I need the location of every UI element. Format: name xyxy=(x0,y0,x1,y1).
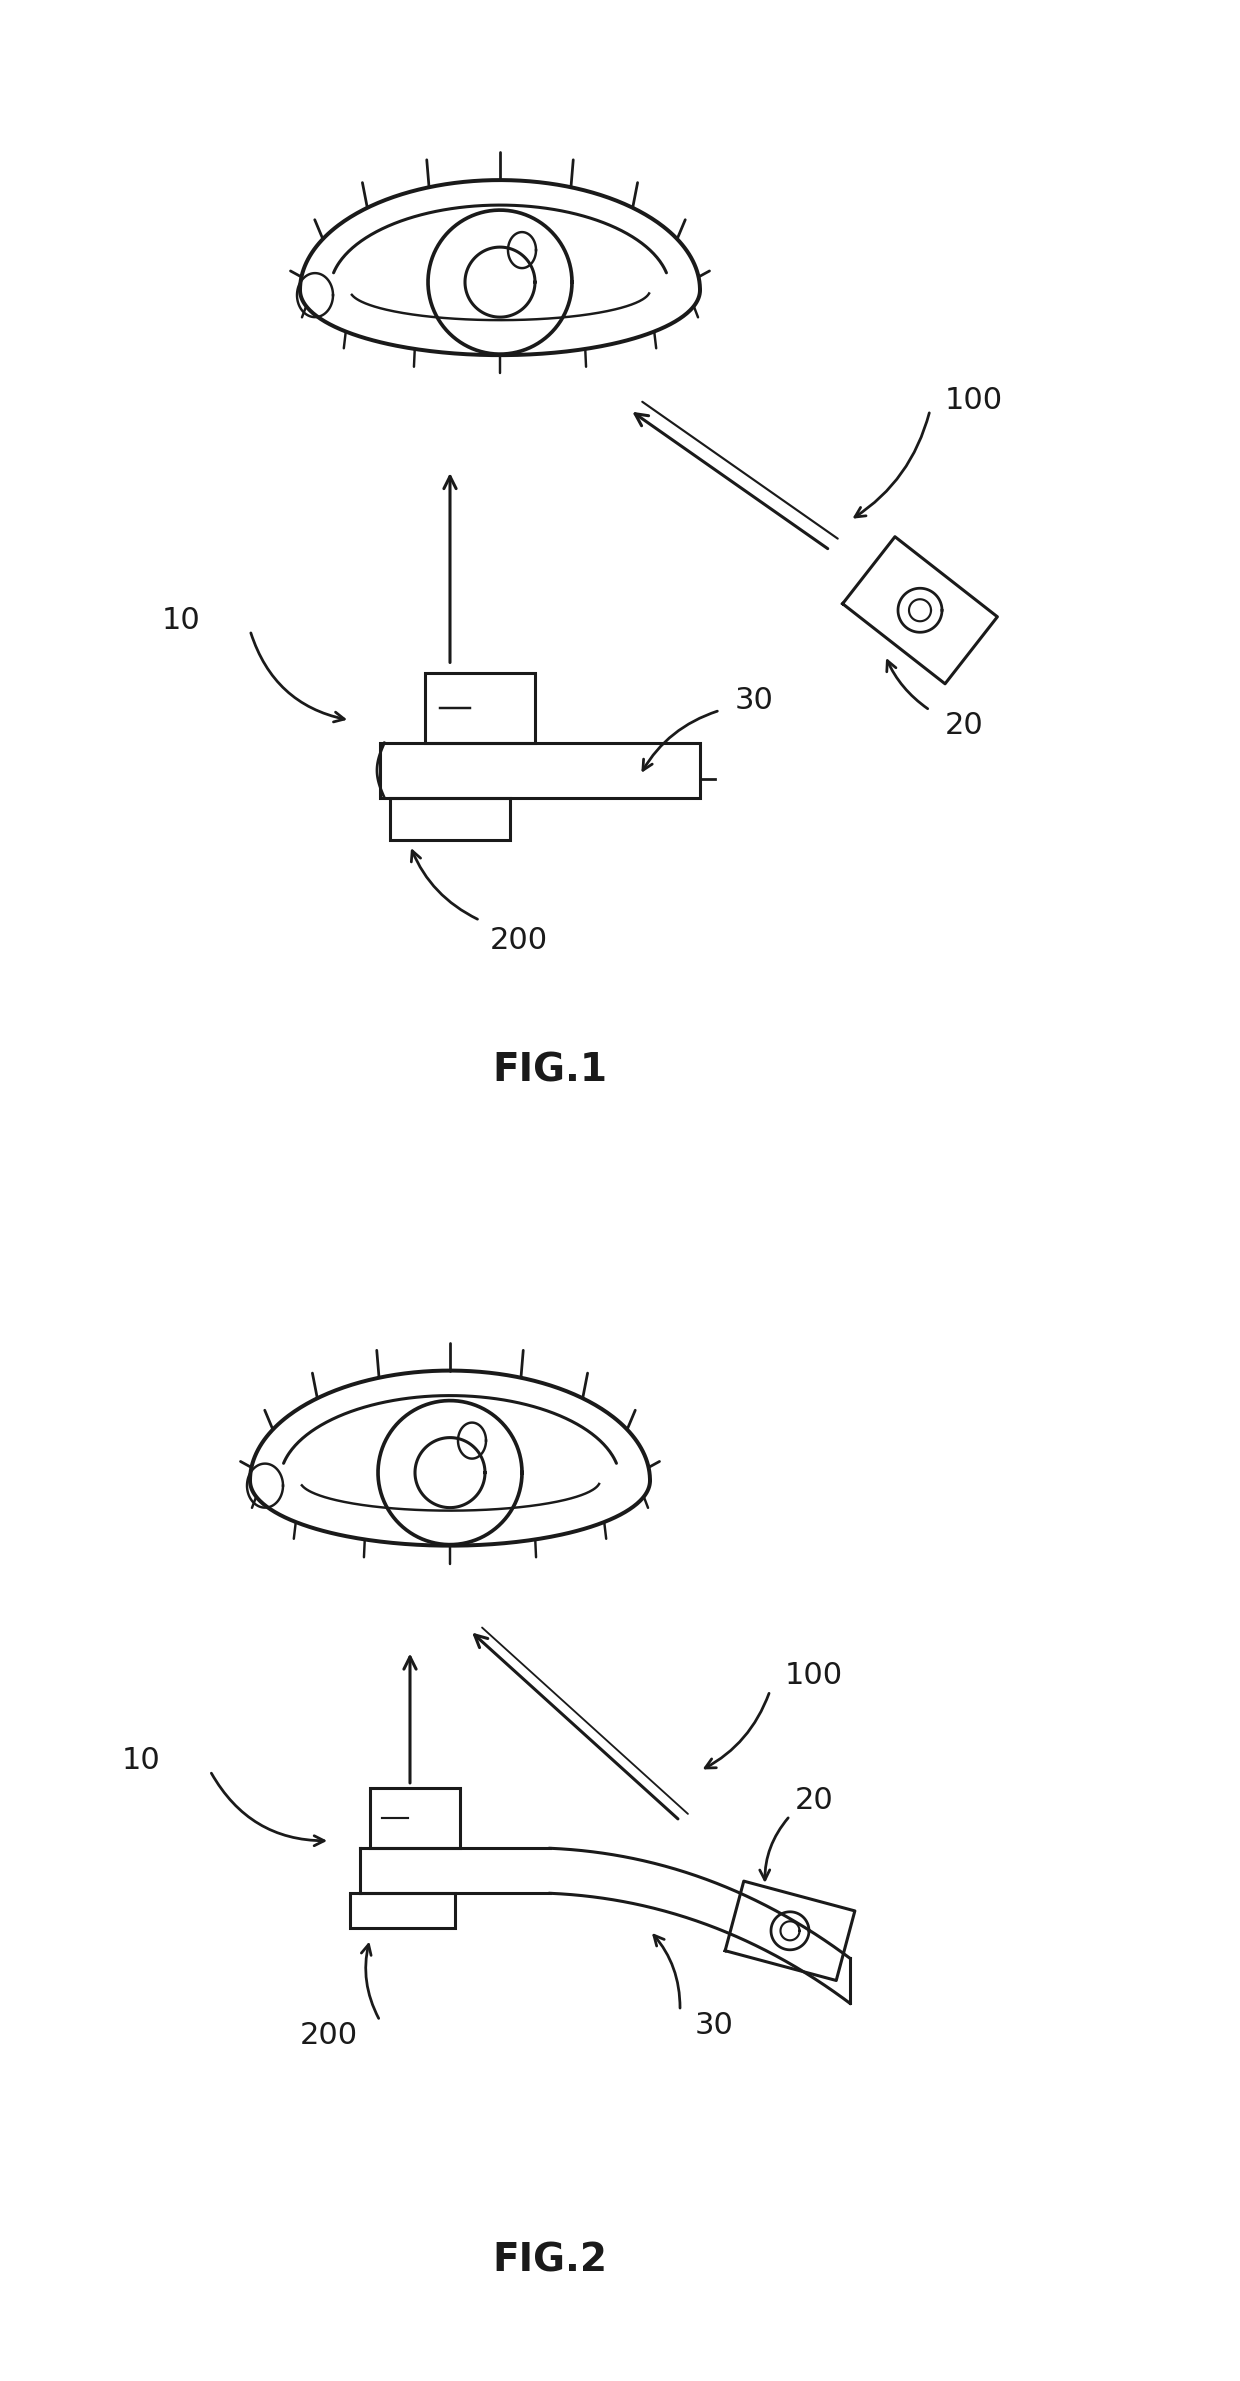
Text: FIG.2: FIG.2 xyxy=(492,2243,608,2281)
Bar xyxy=(350,1893,455,1929)
Text: 200: 200 xyxy=(490,926,548,955)
Bar xyxy=(379,743,701,798)
Bar xyxy=(391,798,510,840)
Bar xyxy=(370,1788,460,1848)
Text: 100: 100 xyxy=(785,1662,843,1691)
Text: 30: 30 xyxy=(694,2012,734,2041)
Text: 100: 100 xyxy=(945,386,1003,414)
Text: 30: 30 xyxy=(735,686,774,714)
Text: 200: 200 xyxy=(300,2021,358,2050)
Bar xyxy=(425,674,534,743)
Text: FIG.1: FIG.1 xyxy=(492,1052,608,1090)
Text: 10: 10 xyxy=(161,605,200,636)
Text: 20: 20 xyxy=(795,1786,833,1814)
Text: 10: 10 xyxy=(122,1745,160,1776)
Text: 20: 20 xyxy=(945,712,983,740)
